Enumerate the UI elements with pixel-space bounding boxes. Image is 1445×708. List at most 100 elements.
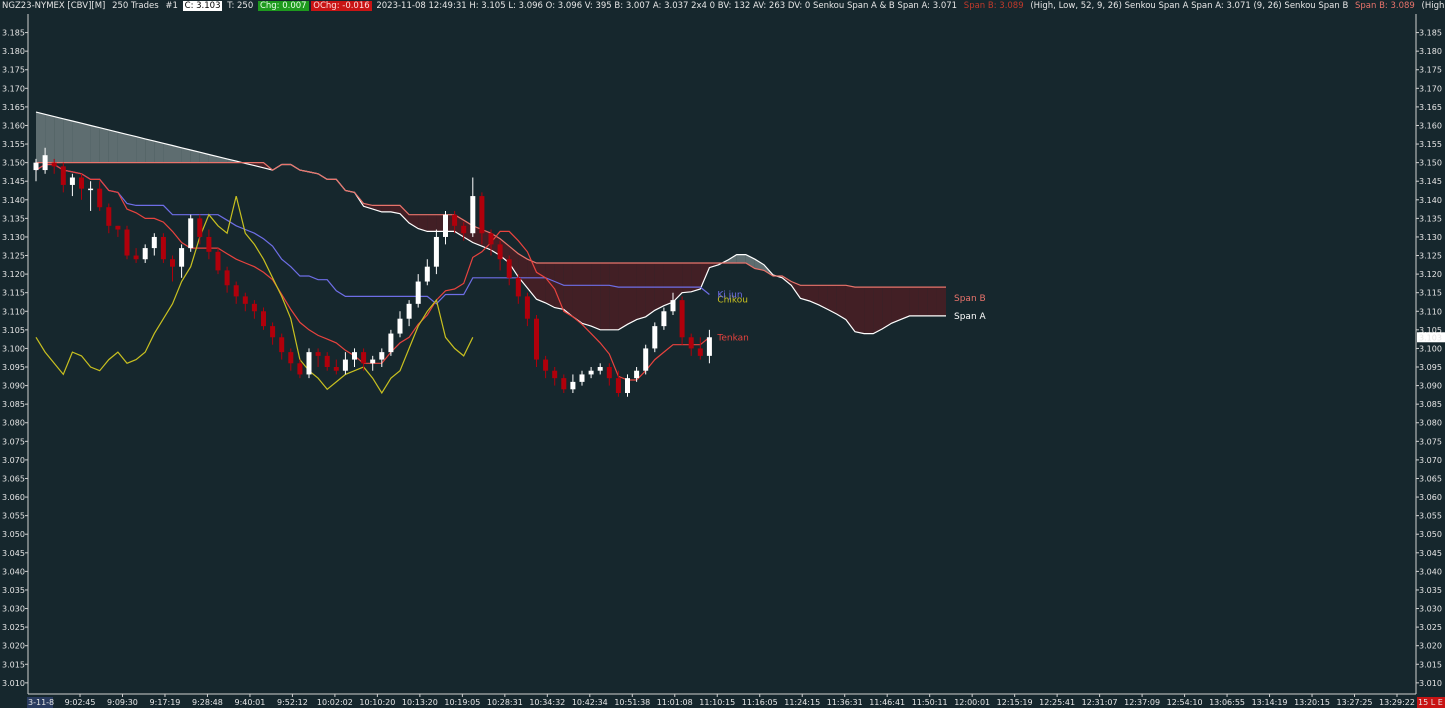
y-tick-label-left: 3.070 — [2, 456, 25, 465]
y-tick-label-left: 3.080 — [2, 419, 25, 428]
candle-down — [515, 277, 521, 297]
x-axis[interactable]: 9:02:45 9:09:30 9:17:19 9:28:48 9:40:01 9:52:… — [27, 693, 1445, 708]
candle-up — [415, 281, 421, 304]
y-tick-label-left: 3.045 — [2, 549, 25, 558]
candle-up — [388, 333, 394, 353]
cloud-segment — [372, 205, 382, 212]
y-tick-label-left: 3.160 — [2, 121, 25, 130]
y-tick-label-left: 3.040 — [2, 567, 25, 576]
candle-down — [215, 251, 221, 271]
candle-up — [306, 352, 312, 375]
candle-up — [706, 337, 712, 356]
candle-down — [679, 300, 685, 338]
x-tick-label: 10:34:32 — [529, 698, 565, 707]
cloud-segment — [927, 287, 937, 316]
x-tick-label: 13:06:55 — [1209, 698, 1245, 707]
y-tick-label-right: 3.170 — [1419, 84, 1442, 93]
candle-up — [597, 367, 603, 371]
cloud-segment — [845, 285, 855, 332]
x-tick-label: 13:14:19 — [1252, 698, 1288, 707]
kijun-label: Ki jun — [717, 291, 742, 301]
corner-status-label: 15 L E — [1418, 698, 1443, 707]
y-tick-label-right: 3.145 — [1419, 177, 1442, 186]
cloud-segment — [81, 123, 91, 163]
change-badge: Chg: 0.007 — [257, 1, 309, 11]
y-tick-label-left: 3.155 — [2, 140, 25, 149]
cloud-segment — [190, 150, 200, 163]
candle-down — [288, 352, 294, 364]
cloud-segment — [591, 262, 601, 330]
x-tick-label: 12:15:19 — [997, 698, 1033, 707]
candle-down — [106, 207, 112, 226]
candle-up — [69, 177, 75, 185]
y-tick-label-right: 3.090 — [1419, 382, 1442, 391]
cloud-segment — [864, 287, 874, 334]
candle-down — [97, 188, 103, 208]
y-tick-label-left: 3.150 — [2, 159, 25, 168]
y-axis-right[interactable]: 3.185 3.180 3.175 3.170 3.165 3.160 3.155 3.150… — [1415, 14, 1445, 694]
y-tick-label-right: 3.080 — [1419, 419, 1442, 428]
cloud-segment — [381, 205, 391, 212]
x-tick-label: 12:54:10 — [1167, 698, 1203, 707]
candle-down — [488, 233, 494, 245]
x-tick-label: 9:17:19 — [150, 698, 181, 707]
y-tick-label-right: 3.050 — [1419, 530, 1442, 539]
cloud-segment — [636, 262, 646, 320]
y-tick-label-right: 3.110 — [1419, 307, 1442, 316]
cloud-segment — [800, 285, 810, 302]
candle-down — [270, 326, 276, 338]
candle-up — [470, 196, 476, 234]
y-tick-label-left: 3.065 — [2, 474, 25, 483]
candle-down — [160, 236, 166, 260]
candle-up — [661, 311, 667, 327]
cloud-segment — [918, 287, 928, 316]
candle-down — [297, 363, 303, 375]
candle-up — [424, 266, 430, 282]
span-b-value-2: Span B: 3.089 — [1354, 1, 1415, 11]
cloud-segment — [527, 259, 537, 300]
y-tick-label-right: 3.185 — [1419, 29, 1442, 38]
cloud-segment — [199, 152, 209, 163]
start-date-label: 3-11-8 — [28, 698, 54, 707]
candle-down — [79, 177, 84, 189]
y-tick-label-left: 3.075 — [2, 437, 25, 446]
candle-down — [534, 318, 539, 360]
cloud-segment — [900, 287, 910, 320]
x-tick-label: 9:28:48 — [192, 698, 223, 707]
candle-down — [543, 359, 549, 371]
y-tick-label-right: 3.120 — [1419, 270, 1442, 279]
y-tick-label-left: 3.110 — [2, 307, 25, 316]
cloud-segment — [582, 262, 592, 327]
cloud-segment — [99, 127, 109, 163]
cloud-segment — [554, 262, 564, 310]
candle-down — [279, 337, 285, 353]
y-tick-label-right: 3.125 — [1419, 252, 1442, 261]
y-tick-label-right: 3.150 — [1419, 159, 1442, 168]
y-tick-label-left: 3.060 — [2, 493, 25, 502]
current-price-marker — [1417, 332, 1445, 343]
cloud-segment — [818, 285, 828, 310]
candle-down — [561, 378, 567, 390]
cloud-segment — [891, 287, 901, 324]
y-tick-label-right: 3.075 — [1419, 437, 1442, 446]
cloud-segment — [418, 214, 428, 232]
candle-down — [60, 166, 66, 185]
y-tick-label-left: 3.015 — [2, 660, 25, 669]
candle-up — [652, 326, 658, 349]
y-tick-label-left: 3.020 — [2, 642, 25, 651]
cloud-segment — [90, 125, 100, 163]
cloud-segment — [563, 262, 573, 317]
bar-info-text: 2023-11-08 12:49:31 H: 3.105 L: 3.096 O:… — [376, 1, 958, 11]
cloud-segment — [745, 254, 755, 269]
candle-down — [197, 218, 203, 237]
x-tick-label: 12:25:41 — [1039, 698, 1075, 707]
symbol-label[interactable]: NGZ23-NYMEX [CBV][M] — [2, 1, 106, 11]
candle-up — [42, 155, 48, 171]
x-tick-label: 12:31:07 — [1082, 698, 1118, 707]
cloud-segment — [117, 132, 127, 163]
x-tick-label: 12:37:09 — [1124, 698, 1160, 707]
y-axis-left: 3.185 3.180 3.175 3.170 3.165 3.160 3.155 3.150… — [2, 14, 29, 694]
candle-down — [524, 296, 530, 319]
y-tick-label-left: 3.100 — [2, 344, 25, 353]
